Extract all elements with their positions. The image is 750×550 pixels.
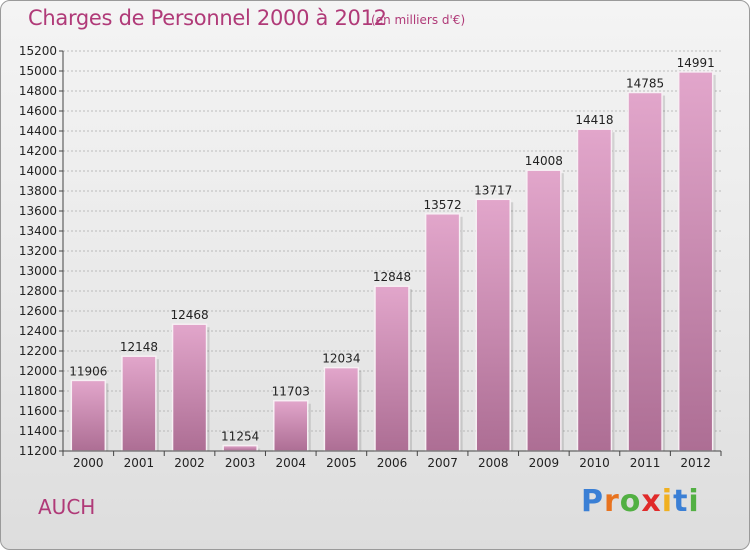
y-tick-label: 15200	[19, 44, 57, 58]
x-tick-label-2003: 2003	[225, 456, 256, 470]
y-tick-label: 12400	[19, 324, 57, 338]
x-tick-label-2010: 2010	[579, 456, 610, 470]
data-label-2001: 12148	[120, 340, 158, 354]
x-tick-label-2005: 2005	[326, 456, 357, 470]
x-tick-label-2011: 2011	[630, 456, 661, 470]
chart-title: Charges de Personnel 2000 à 2012	[28, 6, 387, 30]
y-tick-label: 15000	[19, 64, 57, 78]
y-tick-label: 13800	[19, 184, 57, 198]
x-tick-label-2007: 2007	[427, 456, 458, 470]
bar-2001	[121, 355, 157, 452]
y-tick-label: 11800	[19, 384, 57, 398]
y-tick-label: 14000	[19, 164, 57, 178]
y-tick-label: 11400	[19, 424, 57, 438]
bar-2003	[222, 444, 258, 452]
bar-2005	[323, 366, 360, 452]
data-label-2004: 11703	[272, 385, 310, 399]
data-label-2007: 13572	[424, 198, 462, 212]
x-tick-label-2012: 2012	[680, 456, 711, 470]
data-label-2008: 13717	[474, 183, 512, 197]
y-tick-label: 11600	[19, 404, 57, 418]
bar-2006	[374, 285, 410, 452]
y-tick-label: 12000	[19, 364, 57, 378]
y-tick-label: 12800	[19, 284, 57, 298]
y-tick-label: 13400	[19, 224, 57, 238]
data-label-2006: 12848	[373, 270, 411, 284]
y-tick-label: 14600	[19, 104, 57, 118]
data-label-2000: 11906	[69, 364, 107, 378]
y-tick-label: 12600	[19, 304, 57, 318]
logo-letter: i	[661, 484, 674, 519]
y-tick-label: 13000	[19, 264, 57, 278]
x-tick-label-2004: 2004	[275, 456, 306, 470]
data-label-2009: 14008	[525, 154, 563, 168]
logo-letter: x	[641, 484, 662, 519]
city-name: AUCH	[38, 495, 96, 519]
logo-letter: o	[619, 484, 642, 519]
y-tick-label: 14800	[19, 84, 57, 98]
bar-2009	[526, 169, 562, 452]
bar-2004	[273, 399, 309, 452]
y-tick-label: 14400	[19, 124, 57, 138]
logo-letter: t	[673, 484, 689, 519]
y-tick-label: 13600	[19, 204, 57, 218]
y-tick-label: 14200	[19, 144, 57, 158]
x-tick-label-2008: 2008	[478, 456, 509, 470]
bar-2012	[677, 71, 714, 452]
logo-letter: P	[581, 484, 604, 519]
x-tick-label-2000: 2000	[73, 456, 104, 470]
bar-2011	[627, 91, 663, 452]
data-label-2002: 12468	[170, 308, 208, 322]
logo-letter: r	[604, 484, 620, 519]
bar-2007	[424, 213, 461, 452]
data-label-2012: 14991	[677, 56, 715, 70]
y-tick-label: 11200	[19, 444, 57, 458]
x-axis: 2000 2001 2002 2003 2004 2005 2006 2007 2008 2009…	[62, 450, 722, 470]
x-tick-label-2009: 2009	[529, 456, 560, 470]
y-tick-label: 13200	[19, 244, 57, 258]
bar-2010	[576, 128, 613, 452]
data-label-2010: 14418	[575, 113, 613, 127]
logo-letter: i	[688, 484, 700, 519]
bar-2000	[70, 379, 107, 452]
chart-subtitle: (en milliers d'€)	[371, 13, 466, 27]
x-tick-label-2001: 2001	[124, 456, 155, 470]
data-label-2003: 11254	[221, 430, 259, 444]
proxiti-logo[interactable]: Proxiti	[581, 484, 700, 519]
bar-2008	[475, 198, 511, 452]
bar-2002	[171, 323, 208, 452]
y-axis: 11200 11400 11600 11800 12000 12200 12400 12600…	[19, 44, 64, 458]
data-label-2005: 12034	[322, 352, 360, 366]
x-tick-label-2002: 2002	[174, 456, 205, 470]
x-tick-label-2006: 2006	[377, 456, 408, 470]
y-tick-label: 12200	[19, 344, 57, 358]
data-label-2011: 14785	[626, 77, 664, 91]
bars: 11906 12148 12468 11254 11703 12034 12848 13572…	[69, 56, 716, 452]
